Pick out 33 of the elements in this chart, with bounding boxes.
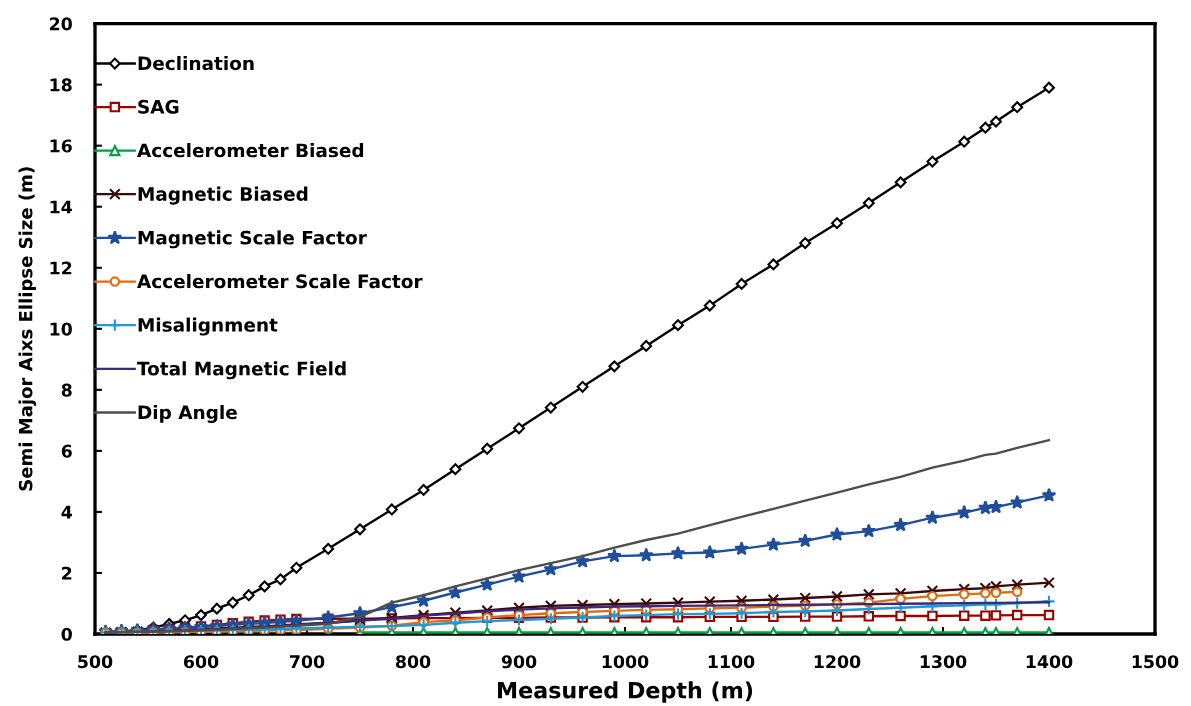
legend-label: Declination	[138, 55, 254, 71]
legend-label: Magnetic Biased	[138, 186, 308, 205]
x-tick-label: 900	[501, 655, 537, 669]
legend-label: Magnetic Scale Factor	[138, 230, 367, 249]
y-tick-label: 10	[50, 322, 72, 336]
legend-label: Accelerometer Scale Factor	[137, 274, 423, 289]
x-tick-label: 1000	[602, 655, 649, 669]
legend-label: Accelerometer Biased	[137, 143, 364, 158]
x-tick-label: 1300	[920, 655, 967, 669]
legend-label: Total Magnetic Field	[137, 361, 346, 380]
x-tick-label: 1200	[814, 655, 861, 669]
y-tick-label: 14	[50, 200, 72, 214]
x-tick-label: 1400	[1026, 655, 1073, 669]
x-tick-label: 600	[183, 655, 219, 669]
y-tick-label: 0	[61, 627, 72, 641]
x-axis-title: Measured Depth (m)	[498, 681, 753, 703]
y-tick-label: 6	[61, 444, 72, 458]
legend-label: Misalignment	[138, 317, 278, 336]
x-tick-label: 1500	[1132, 655, 1179, 669]
legend-label: SAG	[138, 99, 179, 114]
y-axis-title: Semi Major Aixs Ellipse Size (m)	[18, 167, 37, 491]
x-tick-label: 700	[290, 655, 325, 669]
y-tick-label: 18	[50, 78, 72, 92]
y-tick-label: 16	[50, 139, 72, 153]
y-tick-label: 12	[50, 261, 72, 275]
y-tick-label: 20	[49, 17, 72, 31]
x-tick-label: 500	[78, 655, 113, 669]
x-tick-label: 800	[395, 655, 431, 669]
y-tick-label: 4	[61, 505, 72, 519]
y-tick-label: 8	[61, 383, 72, 397]
legend-label: Dip Angle	[138, 404, 237, 423]
y-tick-label: 2	[62, 566, 72, 580]
x-tick-label: 1100	[708, 655, 755, 669]
